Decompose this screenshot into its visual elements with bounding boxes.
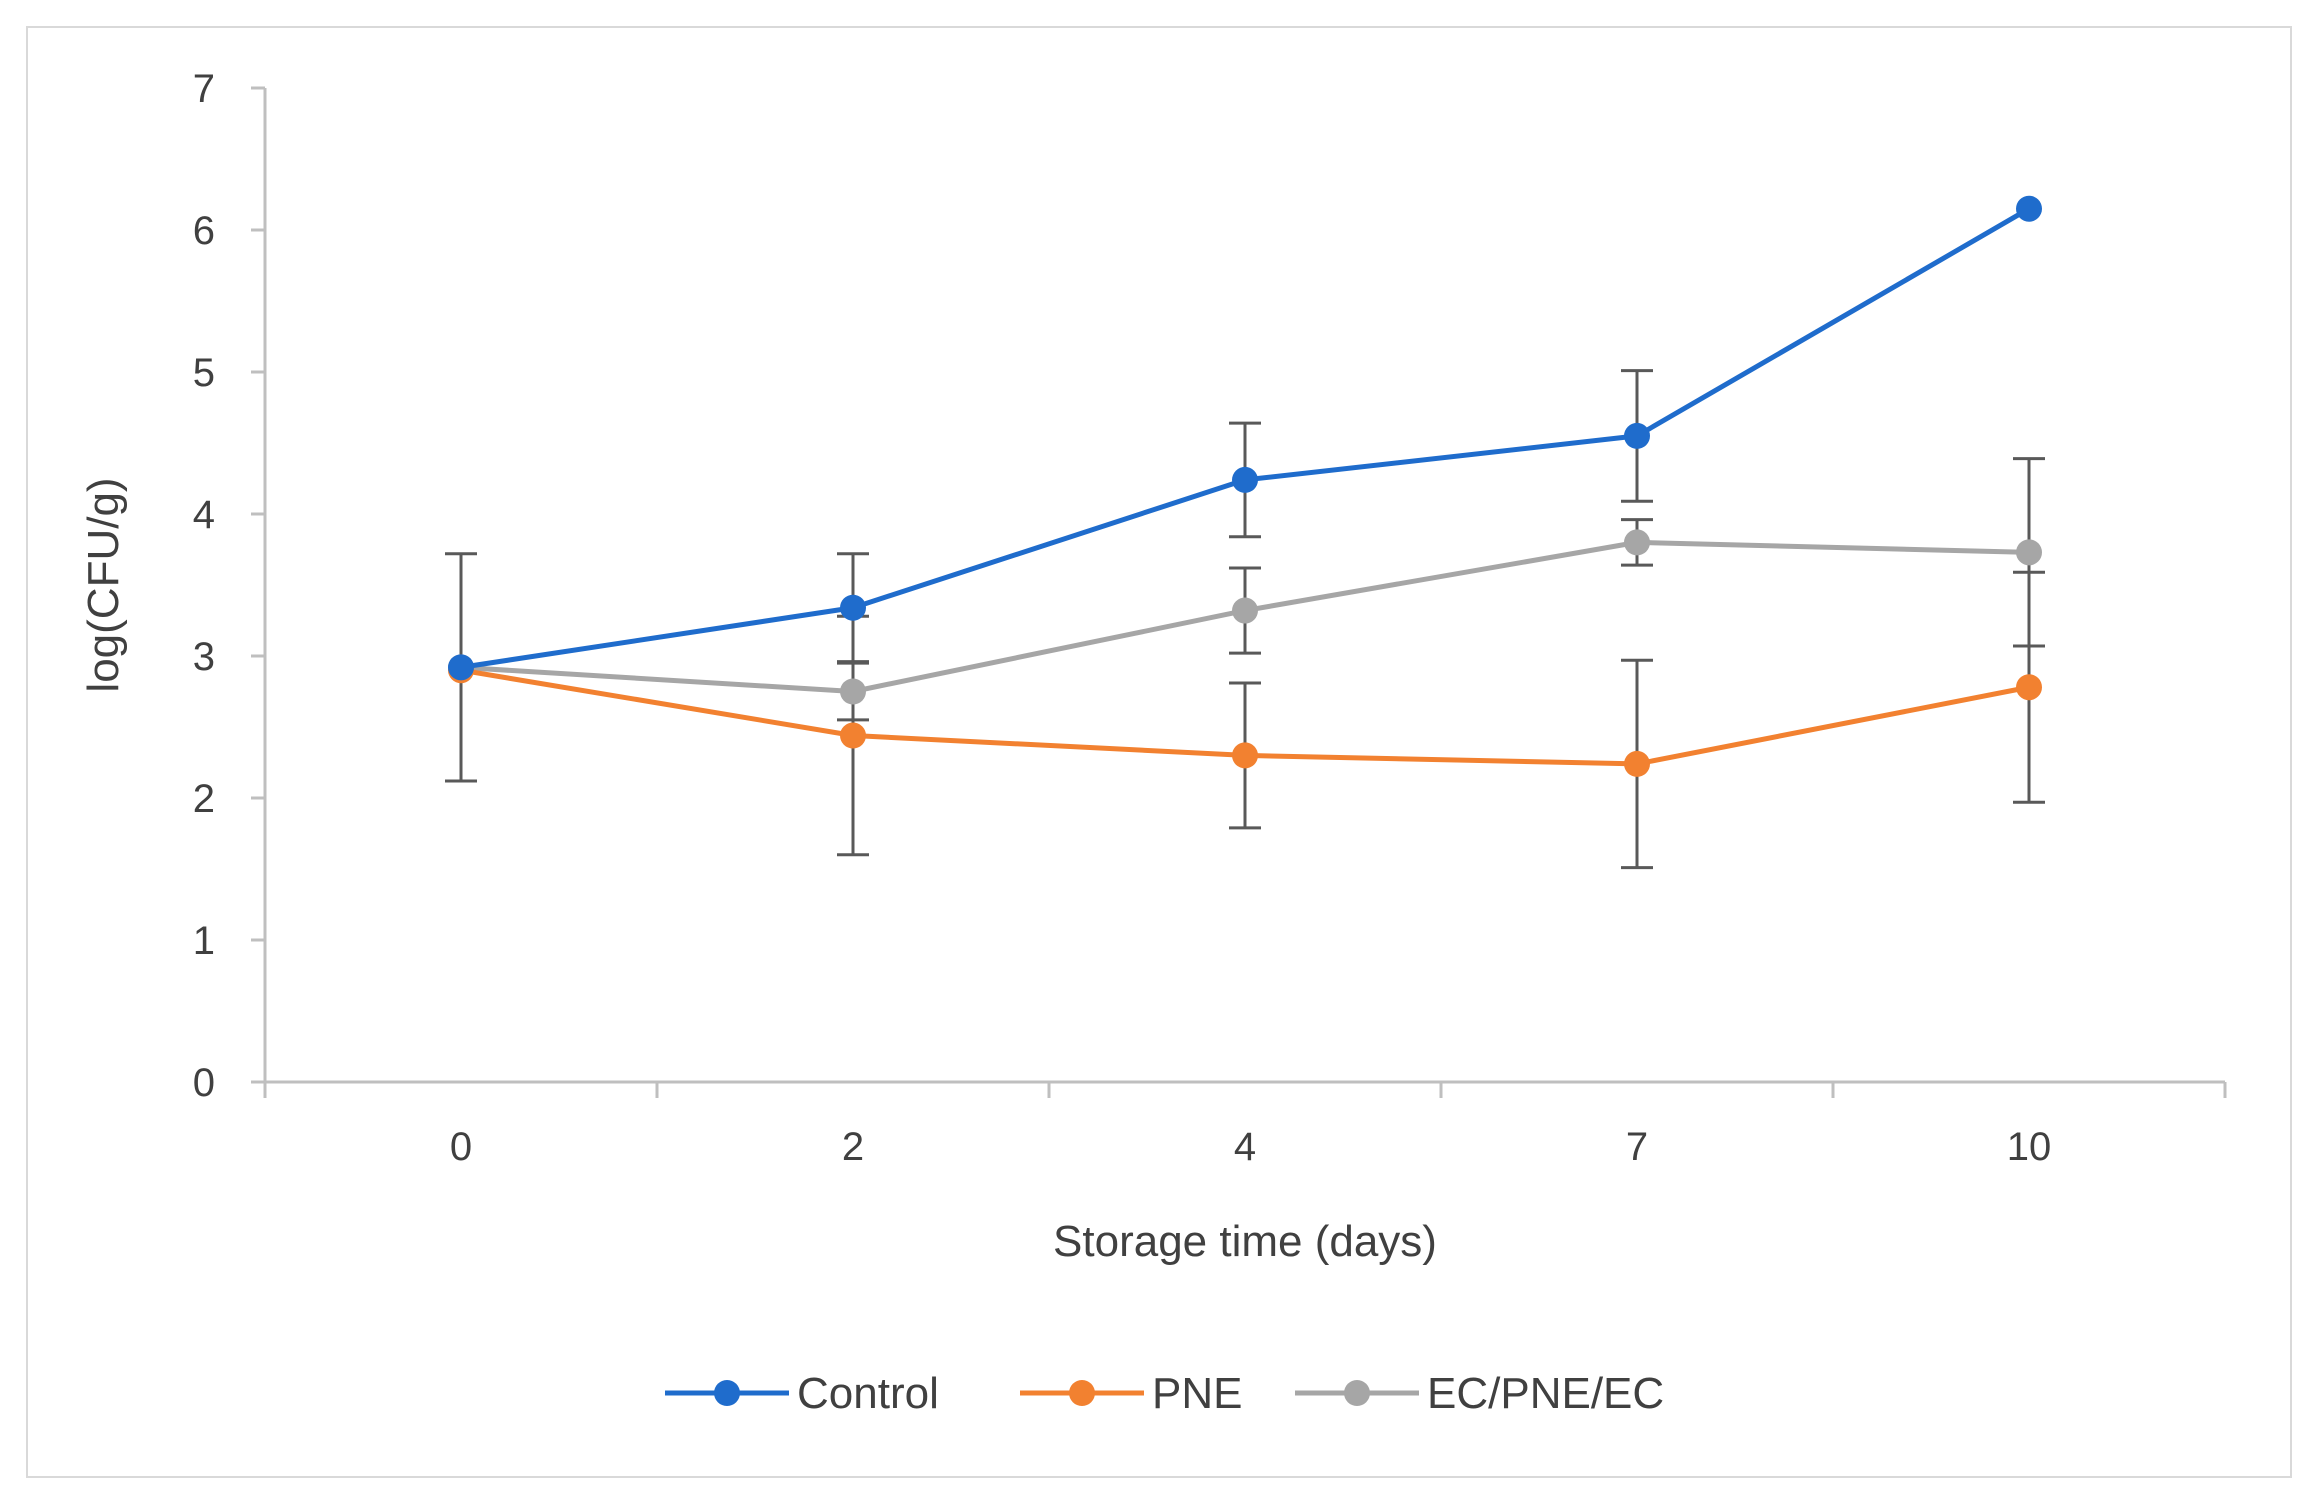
data-point-pne[interactable]	[1232, 742, 1258, 769]
y-tick-label: 7	[193, 67, 215, 111]
data-point-ec-pne-ec[interactable]	[2016, 539, 2042, 566]
data-point-control[interactable]	[1624, 422, 1650, 449]
y-tick-label: 1	[193, 919, 215, 963]
data-point-ec-pne-ec[interactable]	[1624, 529, 1650, 556]
data-point-control[interactable]	[448, 654, 474, 681]
y-tick-label: 4	[193, 493, 215, 537]
legend-swatch-marker	[714, 1380, 740, 1406]
series	[448, 195, 2042, 777]
data-point-control[interactable]	[840, 594, 866, 621]
y-tick-label: 0	[193, 1061, 215, 1105]
legend-label: PNE	[1152, 1369, 1242, 1418]
x-tick-label: 4	[1234, 1125, 1256, 1169]
axes	[263, 88, 2225, 1084]
legend-label: EC/PNE/EC	[1427, 1369, 1664, 1418]
data-point-control[interactable]	[1232, 466, 1258, 493]
y-tick-label: 5	[193, 351, 215, 395]
x-ticks: 0 2 4 7 10	[263, 1082, 2227, 1169]
data-point-pne[interactable]	[2016, 674, 2042, 701]
y-axis-title: log(CFU/g)	[79, 477, 128, 692]
legend-swatch-marker	[1069, 1380, 1095, 1406]
data-point-pne[interactable]	[1624, 750, 1650, 777]
data-point-pne[interactable]	[840, 722, 866, 749]
legend[interactable]: Control PNE EC/PNE/EC	[665, 1369, 1664, 1418]
y-ticks: 0 1 2 3 4 5 6 7	[193, 67, 265, 1105]
x-tick-label: 2	[842, 1125, 864, 1169]
legend-item-pne[interactable]: PNE	[1020, 1369, 1242, 1418]
x-tick-label: 0	[450, 1125, 472, 1169]
data-point-control[interactable]	[2016, 195, 2042, 222]
x-axis-title: Storage time (days)	[1053, 1217, 1437, 1266]
x-tick-label: 7	[1626, 1125, 1648, 1169]
y-tick-label: 3	[193, 635, 215, 679]
legend-item-control[interactable]: Control	[665, 1369, 939, 1418]
legend-swatch-marker	[1344, 1380, 1370, 1406]
y-tick-label: 2	[193, 777, 215, 821]
data-point-ec-pne-ec[interactable]	[1232, 597, 1258, 624]
x-tick-label: 10	[2007, 1125, 2052, 1169]
legend-label: Control	[797, 1369, 939, 1418]
legend-item-ec-pne-ec[interactable]: EC/PNE/EC	[1295, 1369, 1664, 1418]
y-tick-label: 6	[193, 209, 215, 253]
data-point-ec-pne-ec[interactable]	[840, 678, 866, 705]
